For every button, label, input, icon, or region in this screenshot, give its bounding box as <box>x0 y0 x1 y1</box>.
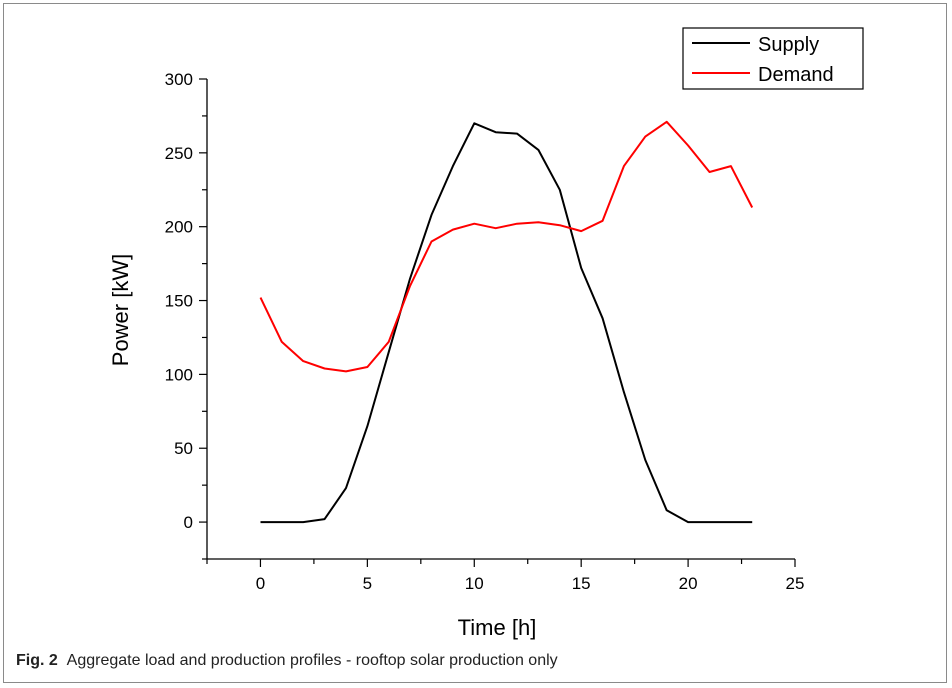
y-tick-label: 100 <box>165 365 193 384</box>
legend: Supply Demand <box>682 27 864 90</box>
x-tick-label: 15 <box>572 574 591 593</box>
y-tick-label: 150 <box>165 292 193 311</box>
figure-frame <box>3 3 947 683</box>
ticks: 0 50 100 150 200 250 300 0 5 10 15 20 25 <box>165 70 805 593</box>
legend-label-demand: Demand <box>758 64 834 86</box>
legend-label-supply: Supply <box>758 34 819 56</box>
y-tick-label: 0 <box>184 513 193 532</box>
y-tick-label: 50 <box>174 439 193 458</box>
x-tick-label: 20 <box>679 574 698 593</box>
figure-caption: Fig. 2 Aggregate load and production pro… <box>16 652 558 670</box>
y-tick-label: 250 <box>165 144 193 163</box>
x-tick-label: 0 <box>256 574 265 593</box>
series-line-demand <box>259 120 754 373</box>
y-tick-label: 200 <box>165 218 193 237</box>
series-lines <box>259 120 754 524</box>
x-axis-label: Time [h] <box>458 615 537 640</box>
legend-box <box>682 27 864 90</box>
x-tick-label: 5 <box>363 574 372 593</box>
series-line-supply <box>260 122 753 524</box>
x-tick-label: 25 <box>786 574 805 593</box>
x-tick-label: 10 <box>465 574 484 593</box>
y-tick-label: 300 <box>165 70 193 89</box>
caption-label: Fig. 2 <box>16 652 58 669</box>
caption-text: Aggregate load and production profiles -… <box>66 652 558 669</box>
y-axis-label: Power [kW] <box>108 254 133 366</box>
axes <box>206 79 795 560</box>
